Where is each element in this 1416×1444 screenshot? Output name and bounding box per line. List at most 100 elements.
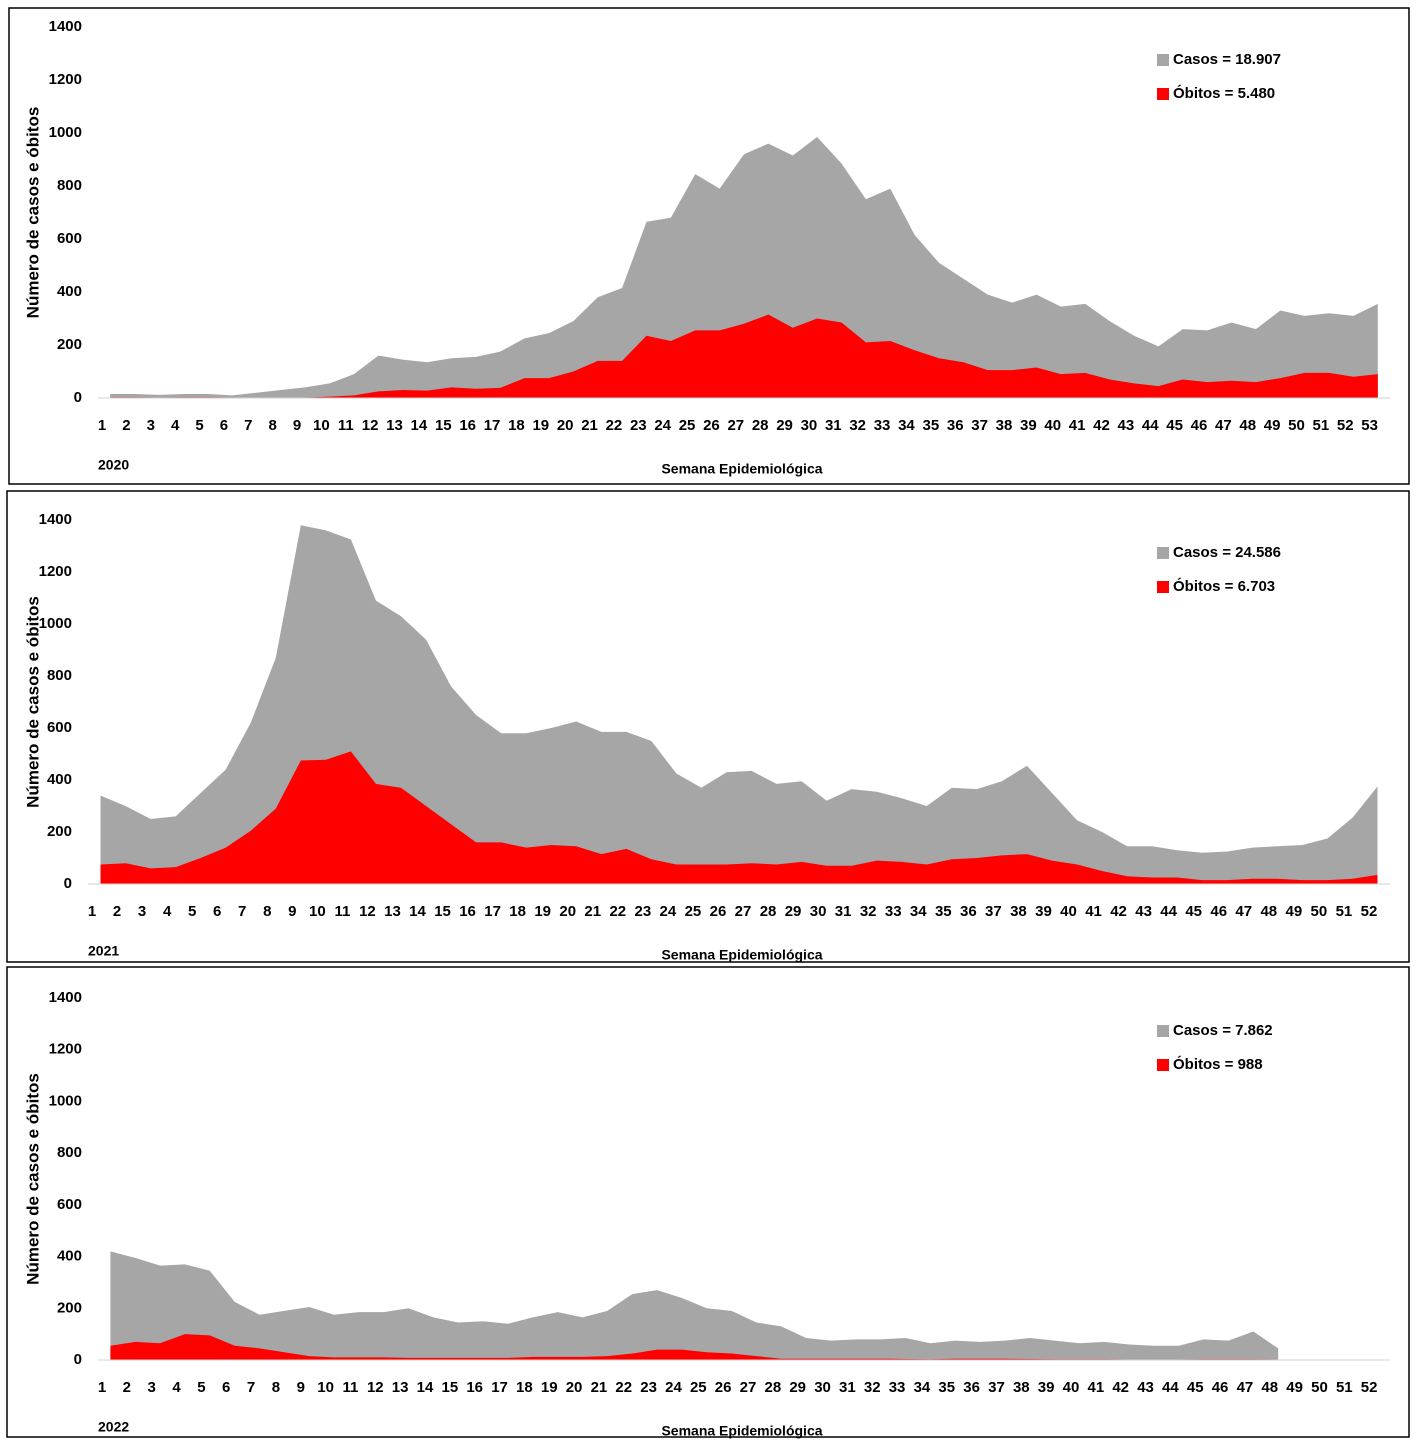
x-tick-label: 42 (1112, 1379, 1129, 1396)
x-tick-label: 30 (814, 1379, 831, 1396)
x-tick-label: 36 (947, 417, 964, 434)
x-tick-label: 9 (297, 1379, 305, 1396)
x-tick-label: 37 (988, 1379, 1005, 1396)
x-tick-label: 3 (147, 417, 155, 434)
x-tick-label: 45 (1185, 903, 1202, 920)
x-tick-label: 46 (1210, 903, 1227, 920)
x-tick-label: 41 (1088, 1379, 1105, 1396)
x-tick-label: 51 (1336, 903, 1353, 920)
x-tick-label: 52 (1361, 1379, 1378, 1396)
panel-frame (6, 490, 1410, 963)
x-tick-label: 32 (860, 903, 877, 920)
x-tick-label: 33 (885, 903, 902, 920)
y-tick-label: 1400 (39, 511, 72, 528)
x-tick-label: 47 (1215, 417, 1232, 434)
legend-label: Óbitos = 6.703 (1173, 577, 1275, 595)
year-label: 2020 (98, 457, 129, 473)
x-tick-label: 25 (685, 903, 702, 920)
x-tick-label: 47 (1235, 903, 1252, 920)
x-tick-label: 24 (654, 417, 671, 434)
x-tick-label: 5 (197, 1379, 205, 1396)
legend-label: Casos = 7.862 (1173, 1022, 1273, 1039)
x-tick-label: 38 (996, 417, 1013, 434)
x-tick-label: 24 (665, 1379, 682, 1396)
x-tick-label: 7 (247, 1379, 255, 1396)
x-tick-label: 5 (188, 903, 196, 920)
x-tick-label: 18 (508, 417, 525, 434)
legend-swatch (1157, 1025, 1169, 1037)
area (110, 314, 1378, 398)
x-tick-label: 16 (459, 903, 476, 920)
y-tick-label: 0 (64, 875, 72, 892)
x-tick-label: 3 (148, 1379, 156, 1396)
x-tick-label: 21 (581, 417, 598, 434)
x-tick-label: 9 (288, 903, 296, 920)
x-tick-label: 49 (1286, 1379, 1303, 1396)
x-tick-label: 17 (491, 1379, 508, 1396)
x-tick-label: 50 (1288, 417, 1305, 434)
x-tick-label: 28 (760, 903, 777, 920)
x-tick-label: 9 (293, 417, 301, 434)
x-tick-label: 17 (484, 903, 501, 920)
x-tick-label: 45 (1166, 417, 1183, 434)
x-tick-label: 23 (635, 903, 652, 920)
x-tick-label: 22 (615, 1379, 632, 1396)
x-tick-label: 43 (1135, 903, 1152, 920)
x-tick-label: 19 (532, 417, 549, 434)
y-axis-label: Número de casos e óbitos (23, 107, 42, 319)
x-tick-label: 35 (938, 1379, 955, 1396)
x-tick-label: 49 (1264, 417, 1281, 434)
y-tick-label: 1200 (49, 71, 82, 88)
x-tick-label: 36 (960, 903, 977, 920)
x-tick-label: 33 (889, 1379, 906, 1396)
x-tick-label: 25 (690, 1379, 707, 1396)
x-tick-label: 11 (343, 1379, 359, 1396)
x-tick-label: 35 (922, 417, 939, 434)
y-tick-label: 1000 (49, 124, 82, 141)
x-tick-label: 13 (392, 1379, 409, 1396)
x-tick-label: 12 (359, 903, 376, 920)
x-tick-label: 21 (584, 903, 601, 920)
y-tick-label: 600 (57, 230, 82, 247)
x-tick-label: 6 (220, 417, 228, 434)
y-tick-label: 200 (47, 823, 72, 840)
x-tick-label: 6 (222, 1379, 230, 1396)
x-tick-label: 34 (914, 1379, 931, 1396)
x-tick-label: 2 (113, 903, 121, 920)
x-tick-label: 41 (1069, 417, 1086, 434)
x-tick-label: 21 (591, 1379, 608, 1396)
x-tick-label: 18 (516, 1379, 533, 1396)
x-tick-label: 4 (171, 417, 180, 434)
x-tick-label: 30 (810, 903, 827, 920)
y-tick-label: 400 (57, 1248, 82, 1265)
x-tick-label: 40 (1060, 903, 1077, 920)
x-tick-label: 29 (776, 417, 793, 434)
y-tick-label: 600 (47, 719, 72, 736)
x-axis-label: Semana Epidemiológica (661, 1423, 822, 1439)
x-tick-label: 34 (910, 903, 927, 920)
x-tick-label: 10 (317, 1379, 334, 1396)
y-tick-label: 400 (47, 771, 72, 788)
x-tick-label: 18 (509, 903, 526, 920)
x-tick-label: 10 (313, 417, 330, 434)
x-tick-label: 48 (1239, 417, 1256, 434)
x-tick-label: 26 (715, 1379, 732, 1396)
x-tick-label: 31 (825, 417, 842, 434)
x-tick-label: 6 (213, 903, 221, 920)
x-tick-label: 31 (835, 903, 852, 920)
x-tick-label: 16 (459, 417, 476, 434)
x-tick-label: 40 (1044, 417, 1061, 434)
panel-frame (8, 7, 1410, 485)
x-tick-label: 15 (434, 903, 451, 920)
y-tick-label: 600 (57, 1196, 82, 1213)
y-tick-label: 200 (57, 336, 82, 353)
x-tick-label: 22 (609, 903, 626, 920)
x-tick-label: 26 (703, 417, 720, 434)
legend-swatch (1157, 88, 1169, 100)
x-tick-label: 32 (864, 1379, 881, 1396)
x-tick-label: 13 (384, 903, 401, 920)
x-tick-label: 39 (1038, 1379, 1055, 1396)
legend-swatch (1157, 547, 1169, 559)
x-tick-label: 20 (559, 903, 576, 920)
